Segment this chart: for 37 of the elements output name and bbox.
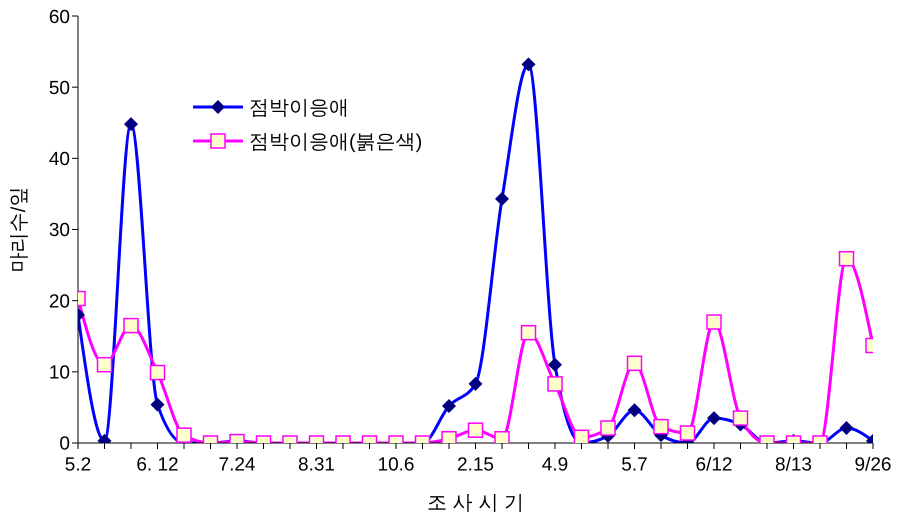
point	[547, 376, 563, 392]
point	[600, 420, 616, 436]
point	[653, 418, 669, 434]
x-tick-label: 7.24	[218, 454, 256, 476]
point	[680, 425, 696, 441]
point	[626, 356, 642, 372]
point	[838, 250, 854, 266]
x-tick-label: 6. 12	[136, 454, 179, 476]
y-tick-label: 10	[48, 362, 70, 384]
y-tick-label: 50	[48, 78, 70, 99]
legend-label: 점박이응애	[249, 96, 349, 120]
x-tick-label: 9/26	[854, 454, 892, 476]
x-tick-label: 4.9	[542, 454, 568, 476]
x-tick-label: 10.6	[378, 454, 414, 476]
legend-label: 점박이응애(붉은색)	[249, 130, 422, 154]
x-tick-label: 2.15	[457, 454, 494, 476]
y-tick-label: 20	[48, 291, 70, 312]
point	[732, 410, 748, 426]
point	[468, 422, 484, 438]
point	[176, 427, 192, 443]
y-tick-label: 60	[48, 6, 70, 28]
point	[574, 430, 590, 443]
x-tick-label: 8.31	[298, 454, 335, 476]
y-tick-label: 0	[59, 434, 70, 455]
x-tick-label: 5.7	[621, 454, 648, 476]
x-tick-label: 5.2	[64, 454, 92, 476]
point	[706, 314, 722, 330]
y-tick-label: 30	[48, 220, 70, 242]
point	[520, 324, 536, 340]
x-tick-label: 6/12	[696, 454, 732, 476]
x-tick-label: 8/13	[775, 454, 812, 476]
point	[150, 364, 166, 380]
y-tick-label: 40	[48, 149, 70, 170]
x-axis-title: 조 사 시 기	[427, 492, 524, 514]
point	[96, 356, 112, 372]
y-axis-title: 마리수/잎	[8, 186, 30, 272]
point	[123, 318, 139, 334]
